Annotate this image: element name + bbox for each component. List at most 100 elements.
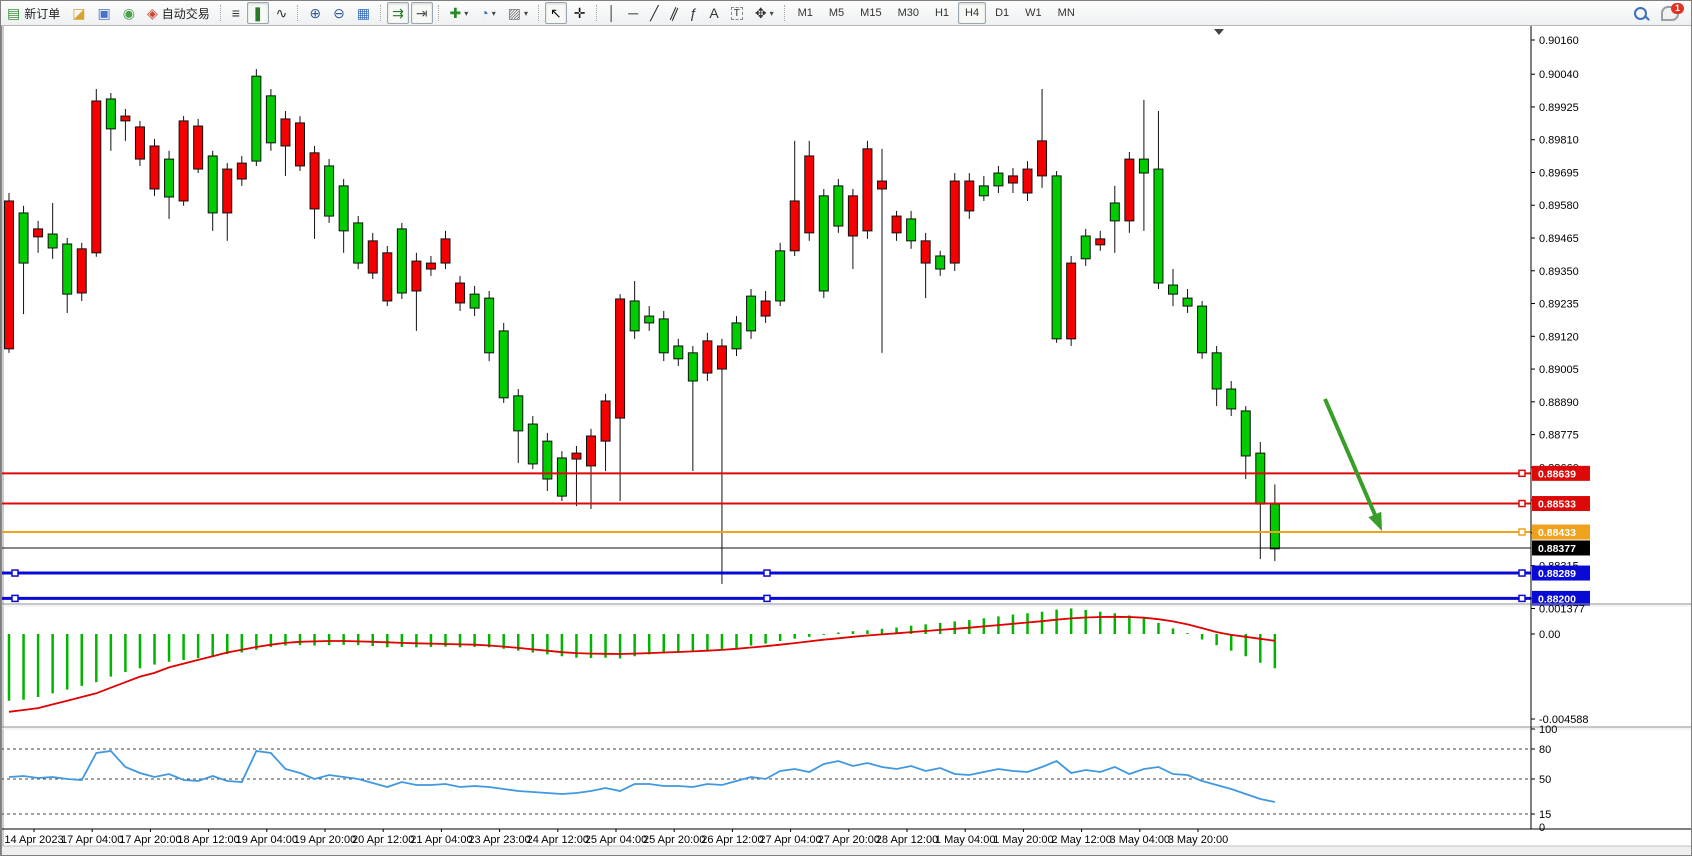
text-label-button[interactable]: T <box>726 2 748 24</box>
time-axis-label[interactable]: 19 Apr 04:00 <box>236 834 298 846</box>
resistance-line-2-price-label: 0.88533 <box>1538 499 1576 511</box>
text-button[interactable]: A <box>704 2 723 24</box>
timeframe-w1[interactable]: W1 <box>1018 2 1049 24</box>
candle <box>280 118 291 147</box>
strategy-tester-button[interactable]: ▣ <box>92 2 115 24</box>
horizontal-line-button[interactable]: ─ <box>623 2 643 24</box>
support-line-blue-2-handle-right[interactable] <box>1518 594 1526 603</box>
fibonacci-button[interactable]: ƒ <box>685 2 703 24</box>
zoom-out-button[interactable]: ⊖ <box>328 2 350 24</box>
candle <box>1051 175 1062 340</box>
support-line-blue-1-handle-center[interactable] <box>763 569 771 577</box>
timeframe-m1[interactable]: M1 <box>791 2 820 24</box>
time-axis-label[interactable]: 18 Apr 12:00 <box>177 834 239 846</box>
status-strip <box>1 846 1691 855</box>
support-line-blue-1-handle-right[interactable] <box>1518 569 1526 577</box>
timeframe-h4[interactable]: H4 <box>958 2 987 24</box>
resistance-line-1-price-label: 0.88639 <box>1538 468 1576 480</box>
candle <box>469 293 480 309</box>
resistance-line-2-handle-right[interactable] <box>1518 499 1526 508</box>
time-axis-label[interactable]: 17 Apr 04:00 <box>61 834 123 846</box>
cursor-button[interactable]: ↖ <box>545 2 567 24</box>
periods-icon: ◔ <box>480 5 489 21</box>
rsi-axis-label: 0 <box>1539 822 1545 834</box>
toolbar-separator <box>219 5 222 21</box>
time-axis-label[interactable]: 2 May 12:00 <box>1051 834 1112 846</box>
chart-shift-button[interactable]: ⇥ <box>410 2 433 24</box>
toolbar-separator <box>595 5 598 21</box>
tile-windows-button[interactable]: ▦ <box>352 2 375 24</box>
timeframe-d1[interactable]: D1 <box>988 2 1016 24</box>
resistance-line-1-price-box <box>1532 465 1590 481</box>
down-arrow-annotation-head[interactable] <box>1368 511 1382 531</box>
time-axis-label[interactable]: 25 Apr 04:00 <box>585 834 647 846</box>
timeframe-m30[interactable]: M30 <box>891 2 926 24</box>
candle <box>1269 503 1280 550</box>
down-arrow-annotation[interactable] <box>1323 398 1380 523</box>
signals-button[interactable]: ◉ <box>118 2 140 24</box>
time-axis-label[interactable]: 24 Apr 12:00 <box>527 834 589 846</box>
time-axis-label[interactable]: 25 Apr 20:00 <box>643 834 705 846</box>
candle <box>1182 297 1193 307</box>
time-axis-label[interactable]: 20 Apr 12:00 <box>352 834 414 846</box>
resistance-line-1-handle-right[interactable] <box>1518 469 1526 478</box>
time-axis-label[interactable]: 21 Apr 04:00 <box>410 834 472 846</box>
chart-shift-marker[interactable] <box>1214 29 1224 35</box>
chat-icon[interactable]: 1 <box>1661 2 1684 21</box>
time-axis-label[interactable]: 1 May 20:00 <box>993 834 1054 846</box>
candle <box>91 100 102 254</box>
candle <box>1007 175 1018 184</box>
autotrading-button[interactable]: ◈ 自动交易 <box>142 2 215 24</box>
time-axis-label[interactable]: 14 Apr 2023 <box>4 834 63 846</box>
data-window-button[interactable]: ◪ <box>67 2 90 24</box>
auto-scroll-button[interactable]: ⇉ <box>387 2 409 24</box>
line-chart-button[interactable]: ∿ <box>271 2 293 24</box>
support-line-blue-2-handle-left[interactable] <box>11 594 19 603</box>
cursor-icon: ↖ <box>550 5 562 21</box>
indicators-button[interactable]: ✚ ▾ <box>445 2 474 24</box>
candle <box>789 200 800 252</box>
arrows-button[interactable]: ✥ ▾ <box>750 2 779 24</box>
trendline-button[interactable]: ╱ <box>645 2 663 24</box>
channel-button[interactable]: ∥ <box>666 2 683 24</box>
support-line-blue-2-handle-center[interactable] <box>763 594 771 603</box>
time-axis-label[interactable]: 26 Apr 12:00 <box>701 834 763 846</box>
price-axis-tick-label: 0.89465 <box>1539 233 1579 245</box>
time-axis-label[interactable]: 27 Apr 20:00 <box>818 834 880 846</box>
candle <box>600 400 611 442</box>
support-line-orange-handle-right[interactable] <box>1518 528 1526 536</box>
timeframe-m15[interactable]: M15 <box>853 2 888 24</box>
zoom-in-button[interactable]: ⊕ <box>304 2 326 24</box>
support-line-blue-1-handle-left[interactable] <box>11 569 19 577</box>
time-axis-label[interactable]: 19 Apr 20:00 <box>294 834 356 846</box>
templates-button[interactable]: ▨ ▾ <box>503 2 533 24</box>
crosshair-button[interactable]: ✛ <box>569 2 591 24</box>
support-line-orange-price-box <box>1532 524 1590 540</box>
timeframe-m5[interactable]: M5 <box>822 2 851 24</box>
time-axis-label[interactable]: 28 Apr 12:00 <box>876 834 938 846</box>
time-axis-label[interactable]: 3 May 04:00 <box>1110 834 1171 846</box>
timeframe-h1[interactable]: H1 <box>928 2 956 24</box>
candlestick-chart-button[interactable]: ❚ <box>246 2 269 24</box>
signals-icon: ◉ <box>122 5 135 21</box>
candle <box>265 95 276 144</box>
search-icon[interactable] <box>1634 6 1647 20</box>
timeframe-label: M15 <box>860 7 882 19</box>
candle <box>76 248 87 294</box>
time-axis-label[interactable]: 23 Apr 23:00 <box>468 834 530 846</box>
vertical-line-button[interactable]: │ <box>603 2 622 24</box>
bar-chart-button[interactable]: ≡ <box>227 2 245 24</box>
candle <box>149 145 160 190</box>
time-axis-label[interactable]: 3 May 20:00 <box>1168 834 1229 846</box>
candle <box>1211 352 1222 390</box>
time-axis-label[interactable]: 17 Apr 20:00 <box>119 834 181 846</box>
timeframe-mn[interactable]: MN <box>1051 2 1082 24</box>
new-order-button[interactable]: ▤ 新订单 <box>2 2 65 24</box>
time-axis-label[interactable]: 1 May 04:00 <box>935 834 996 846</box>
price-axis-tick-label: 0.89580 <box>1539 200 1579 212</box>
time-axis-label[interactable]: 27 Apr 04:00 <box>759 834 821 846</box>
price-axis-tick-label: 0.89695 <box>1539 167 1579 179</box>
candle <box>891 215 902 234</box>
periods-button[interactable]: ◔ ▾ <box>475 2 500 24</box>
candle <box>1095 238 1106 246</box>
